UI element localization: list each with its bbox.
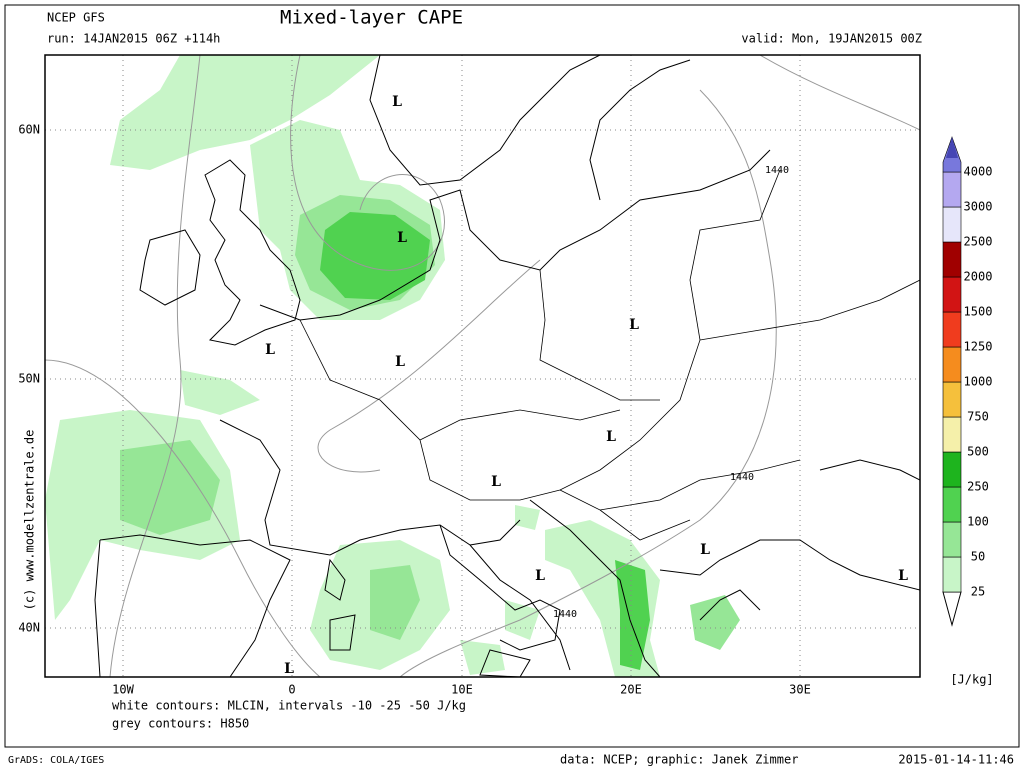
north-coast bbox=[259, 149, 771, 321]
colorbar-segment bbox=[942, 416, 962, 453]
colorbar-label: 25 bbox=[971, 585, 985, 599]
cape-area bbox=[690, 595, 740, 650]
cape-area bbox=[615, 560, 650, 670]
run-label: run: 14JAN2015 06Z +114h bbox=[47, 32, 220, 46]
colorbar-segment bbox=[942, 206, 962, 243]
scandinavia bbox=[369, 55, 691, 201]
coast-east bbox=[699, 459, 920, 621]
map-frame bbox=[44, 54, 921, 678]
valid-label: valid: Mon, 19JAN2015 00Z bbox=[741, 32, 922, 46]
contour bbox=[290, 55, 445, 271]
colorbar-label: 500 bbox=[967, 445, 989, 459]
low-marker: L bbox=[265, 342, 275, 358]
lon-label: 0 bbox=[288, 683, 295, 697]
borders bbox=[299, 169, 920, 541]
contour bbox=[109, 55, 201, 677]
colorbar-label: 2500 bbox=[964, 235, 993, 249]
cape-area bbox=[110, 55, 380, 170]
colorbar-segment bbox=[942, 311, 962, 348]
coast-south bbox=[219, 419, 571, 671]
footer-software: GrADS: COLA/IGES bbox=[8, 755, 104, 766]
colorbar-segment bbox=[942, 381, 962, 418]
colorbar-label: 50 bbox=[971, 550, 985, 564]
contour bbox=[45, 359, 321, 677]
colorbar-label: 2000 bbox=[964, 270, 993, 284]
note: grey contours: H850 bbox=[112, 717, 249, 731]
border bbox=[419, 269, 920, 541]
colorbar-unit: [J/kg] bbox=[950, 673, 993, 687]
cape-area bbox=[180, 370, 260, 415]
note: white contours: MLCIN, intervals -10 -25… bbox=[112, 699, 466, 713]
cape-shading bbox=[45, 55, 740, 677]
colorbar-segment bbox=[942, 486, 962, 523]
lon-label: 30E bbox=[789, 683, 811, 697]
low-marker: L bbox=[629, 317, 639, 333]
footer-credit: data: NCEP; graphic: Janek Zimmer bbox=[560, 753, 798, 767]
ireland bbox=[139, 229, 201, 306]
lon-label: 10W bbox=[112, 683, 134, 697]
lat-label: 40N bbox=[18, 621, 40, 635]
lat-label: 50N bbox=[18, 372, 40, 386]
low-marker: L bbox=[606, 429, 616, 445]
colorbar-segment bbox=[942, 451, 962, 488]
low-marker: L bbox=[700, 542, 710, 558]
colorbar-segment bbox=[942, 241, 962, 278]
italy bbox=[439, 524, 561, 651]
colorbar: 25 50 100 250 500 750 1000 1250 1500 2000 2500 3000… bbox=[942, 136, 993, 627]
low-marker: L bbox=[898, 568, 908, 584]
great-britain bbox=[204, 159, 301, 346]
colorbar-label: 250 bbox=[967, 480, 989, 494]
balkans bbox=[529, 499, 920, 677]
cape-area bbox=[120, 440, 220, 535]
copyright: (c) www.modellzentrale.de bbox=[23, 430, 37, 611]
low-marker: L bbox=[397, 230, 407, 246]
low-marker: L bbox=[284, 661, 294, 677]
contour bbox=[759, 55, 920, 131]
coastlines bbox=[94, 55, 920, 677]
contour bbox=[317, 259, 541, 473]
colorbar-segment bbox=[942, 521, 962, 558]
cape-area bbox=[320, 212, 430, 300]
map: L L L L L L L L L L L 1440 1440 1440 bbox=[44, 54, 921, 678]
colorbar-segment bbox=[942, 171, 962, 208]
low-marker: L bbox=[491, 474, 501, 490]
colorbar-segment bbox=[942, 556, 962, 593]
contour bbox=[399, 89, 777, 677]
low-marker: L bbox=[395, 354, 405, 370]
colorbar-label: 1500 bbox=[964, 305, 993, 319]
low-marker: L bbox=[392, 94, 402, 110]
model-label: NCEP GFS bbox=[47, 11, 105, 25]
cape-area bbox=[460, 505, 540, 675]
lon-label: 20E bbox=[620, 683, 642, 697]
colorbar-segment bbox=[942, 276, 962, 313]
lon-label: 10E bbox=[451, 683, 473, 697]
colorbar-label: 3000 bbox=[964, 200, 993, 214]
iberia bbox=[94, 534, 291, 677]
colorbar-label: 1250 bbox=[964, 340, 993, 354]
islands bbox=[324, 558, 531, 677]
lat-label: 60N bbox=[18, 123, 40, 137]
colorbar-label: 1000 bbox=[964, 375, 993, 389]
cape-area bbox=[370, 565, 420, 640]
contour-label: 1440 bbox=[765, 165, 789, 176]
colorbar-label: 100 bbox=[967, 515, 989, 529]
footer-timestamp: 2015-01-14-11:46 bbox=[898, 753, 1014, 767]
colorbar-label: 4000 bbox=[964, 165, 993, 179]
title: Mixed-layer CAPE bbox=[280, 7, 463, 29]
h850-contours bbox=[45, 55, 920, 677]
map-content: L L L L L L L L L L L 1440 1440 1440 bbox=[45, 55, 920, 677]
contour-label: 1440 bbox=[730, 472, 754, 483]
frame bbox=[4, 4, 1020, 748]
border bbox=[299, 169, 781, 501]
low-marker: L bbox=[535, 568, 545, 584]
colorbar-tip bbox=[946, 137, 958, 158]
contour-label: 1440 bbox=[553, 609, 577, 620]
colorbar-label: 750 bbox=[967, 410, 989, 424]
colorbar-segment bbox=[942, 346, 962, 383]
